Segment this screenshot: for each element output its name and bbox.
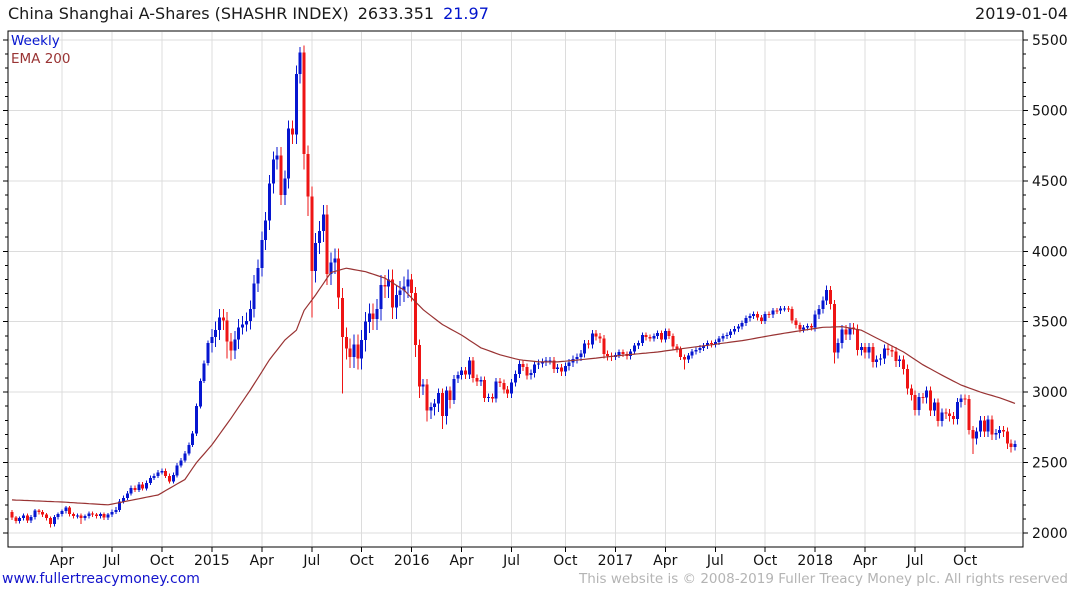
- x-tick-label: Apr: [653, 553, 677, 569]
- ema-200-line: [11, 267, 1016, 506]
- gridlines: [9, 32, 1022, 546]
- x-tick-label: Jul: [502, 553, 520, 569]
- x-tick-label: 2016: [394, 553, 430, 569]
- x-tick-label: Jul: [706, 553, 724, 569]
- x-tick-label: 2015: [194, 553, 230, 569]
- copyright-text: This website is © 2008-2019 Fuller Treac…: [579, 571, 1068, 587]
- x-tick-label: Apr: [250, 553, 274, 569]
- y-tick-label: 5500: [1032, 33, 1068, 49]
- x-tick-label: 2018: [797, 553, 833, 569]
- price-change: 21.97: [443, 4, 489, 23]
- last-price: 2633.351: [357, 4, 435, 23]
- chart-title: China Shanghai A-Shares (SHASHR INDEX): [8, 4, 349, 23]
- website-link[interactable]: www.fullertreacymoney.com: [2, 571, 200, 587]
- x-tick-label: Jul: [302, 553, 320, 569]
- title-left: China Shanghai A-Shares (SHASHR INDEX) 26…: [8, 4, 498, 23]
- candles-layer: [10, 45, 1017, 528]
- x-tick-label: Oct: [553, 553, 578, 569]
- chart-date: 2019-01-04: [975, 4, 1068, 23]
- x-tick-label: Jul: [102, 553, 120, 569]
- x-tick-label: Oct: [953, 553, 978, 569]
- x-tick-label: Oct: [350, 553, 375, 569]
- y-tick-label: 2000: [1032, 526, 1068, 542]
- y-tick-label: 4000: [1032, 244, 1068, 260]
- title-row: China Shanghai A-Shares (SHASHR INDEX) 26…: [8, 4, 1068, 23]
- y-tick-label: 3500: [1032, 315, 1068, 331]
- y-tick-label: 3000: [1032, 385, 1068, 401]
- legend-item-weekly: Weekly: [11, 33, 60, 49]
- chart-legend: Weekly EMA 200: [11, 32, 70, 68]
- legend-item-ema200: EMA 200: [11, 51, 71, 67]
- x-tick-label: 2017: [598, 553, 634, 569]
- x-tick-label: Apr: [853, 553, 877, 569]
- axis-ticks: [3, 39, 1028, 552]
- x-tick-label: Oct: [753, 553, 778, 569]
- footer: www.fullertreacymoney.com This website i…: [2, 571, 1068, 587]
- y-tick-label: 5000: [1032, 103, 1068, 119]
- x-tick-label: Apr: [449, 553, 473, 569]
- plot-border: [7, 30, 1024, 548]
- x-tick-label: Apr: [50, 553, 74, 569]
- x-tick-label: Jul: [906, 553, 924, 569]
- y-axis-labels: 2000 2500 3000 3500 4000 4500 5000 5500: [1032, 33, 1068, 542]
- y-tick-label: 2500: [1032, 456, 1068, 472]
- x-tick-label: Oct: [150, 553, 175, 569]
- y-tick-label: 4500: [1032, 174, 1068, 190]
- x-axis-labels: Apr Jul Oct 2015 Apr Jul Oct 2016 Apr Jul Oct 2017 A…: [50, 553, 978, 569]
